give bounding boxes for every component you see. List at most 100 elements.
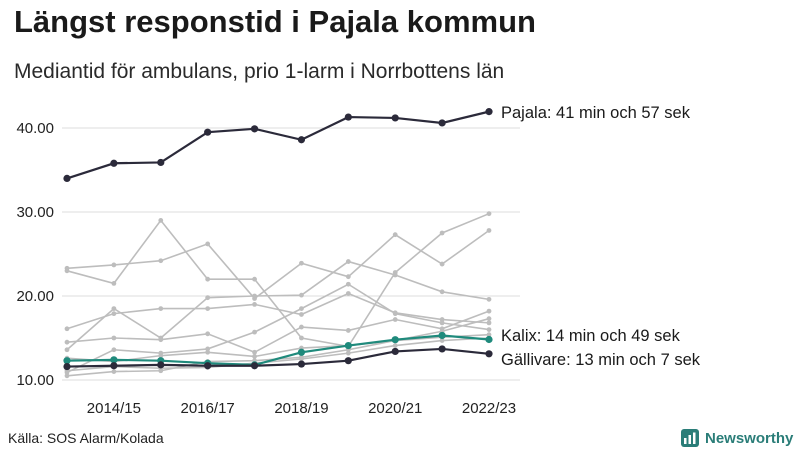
- data-point-other: [64, 339, 70, 345]
- data-point-g-llivare: [344, 357, 352, 365]
- data-point-g-llivare: [438, 345, 446, 353]
- data-point-other: [205, 276, 211, 282]
- data-point-g-llivare: [250, 362, 259, 370]
- data-point-g-llivare: [297, 360, 306, 368]
- data-point-other: [439, 289, 445, 295]
- data-point-other: [111, 281, 117, 286]
- data-point-kalix: [485, 335, 493, 344]
- y-tick-label: 10.00: [16, 372, 54, 389]
- data-point-other: [205, 346, 211, 352]
- data-point-other: [111, 369, 117, 374]
- data-point-other: [158, 337, 164, 343]
- data-point-other: [111, 311, 117, 317]
- data-point-other: [439, 317, 445, 322]
- data-point-other: [252, 329, 257, 335]
- series-line-other: [66, 260, 490, 351]
- data-point-other: [299, 306, 304, 311]
- data-point-kalix: [63, 357, 71, 365]
- data-point-other: [252, 276, 257, 282]
- data-point-other: [392, 311, 398, 317]
- data-point-pajala: [344, 113, 352, 121]
- data-point-kalix: [344, 341, 352, 350]
- x-tick-label: 2014/15: [87, 400, 141, 417]
- data-point-other: [345, 350, 351, 356]
- series-line-other: [66, 292, 490, 330]
- data-point-pajala: [297, 136, 306, 144]
- data-point-other: [299, 356, 304, 362]
- source-note: Källa: SOS Alarm/Kolada: [8, 430, 164, 446]
- data-point-other: [345, 281, 351, 287]
- data-point-other: [345, 259, 351, 264]
- series-line-other: [66, 333, 490, 363]
- data-point-g-llivare: [204, 362, 212, 370]
- data-point-kalix: [438, 331, 446, 340]
- data-point-other: [345, 291, 351, 296]
- data-point-other: [252, 349, 257, 355]
- data-point-other: [252, 302, 257, 307]
- data-point-other: [111, 262, 117, 268]
- brand-name: Newsworthy: [705, 429, 794, 447]
- data-point-other: [486, 316, 492, 322]
- data-point-g-llivare: [391, 347, 399, 356]
- series-label-g-llivare: Gällivare: 13 min och 7 sek: [501, 351, 701, 369]
- data-point-other: [158, 306, 164, 311]
- series-label-kalix: Kalix: 14 min och 49 sek: [501, 327, 681, 345]
- y-tick-label: 20.00: [16, 288, 54, 305]
- data-point-pajala: [391, 114, 399, 122]
- data-point-other: [392, 232, 398, 238]
- data-point-other: [252, 293, 257, 299]
- data-point-other: [64, 268, 70, 274]
- series-line-other: [66, 310, 490, 354]
- data-point-pajala: [157, 158, 165, 167]
- data-point-other: [299, 324, 304, 330]
- data-point-other: [158, 353, 164, 359]
- data-point-g-llivare: [63, 362, 71, 371]
- data-point-other: [205, 241, 211, 247]
- data-point-other: [486, 228, 492, 233]
- data-point-other: [486, 308, 492, 314]
- data-point-other: [439, 320, 445, 326]
- data-point-other: [439, 261, 445, 267]
- data-point-kalix: [391, 336, 399, 344]
- x-tick-label: 2020/21: [368, 400, 422, 417]
- data-point-other: [392, 317, 398, 322]
- data-point-kalix: [110, 356, 118, 364]
- data-point-other: [299, 260, 304, 266]
- data-point-other: [64, 373, 70, 379]
- data-point-pajala: [485, 108, 493, 116]
- data-point-other: [439, 230, 445, 236]
- series-line-other: [66, 229, 490, 300]
- series-line-other: [66, 337, 490, 372]
- series-label-pajala: Pajala: 41 min och 57 sek: [501, 104, 691, 122]
- data-point-other: [299, 335, 304, 341]
- data-point-other: [64, 347, 70, 353]
- chart-title: Längst responstid i Pajala kommun: [14, 4, 536, 39]
- data-point-other: [111, 335, 117, 341]
- series-line-other: [66, 212, 490, 348]
- data-point-other: [299, 312, 304, 317]
- data-point-other: [205, 349, 211, 355]
- data-point-other: [205, 331, 211, 337]
- data-point-other: [205, 306, 211, 311]
- data-point-g-llivare: [110, 362, 118, 370]
- data-point-kalix: [297, 348, 306, 356]
- data-point-other: [158, 258, 164, 264]
- series-line-g-llivare: [66, 347, 490, 368]
- data-point-other: [486, 296, 492, 302]
- data-point-other: [486, 320, 492, 326]
- newsworthy-logo-icon: [681, 429, 699, 447]
- data-point-pajala: [63, 174, 71, 182]
- data-point-other: [486, 332, 492, 338]
- data-point-pajala: [438, 119, 446, 127]
- data-point-other: [345, 274, 351, 280]
- data-point-other: [111, 347, 117, 353]
- series-line-other: [66, 283, 490, 374]
- data-point-other: [299, 292, 304, 298]
- brand-logo: Newsworthy: [680, 428, 793, 448]
- series-line-kalix: [66, 334, 490, 366]
- data-point-pajala: [250, 125, 259, 133]
- y-tick-label: 30.00: [16, 204, 54, 221]
- x-tick-label: 2016/17: [181, 400, 235, 417]
- data-point-other: [205, 295, 211, 301]
